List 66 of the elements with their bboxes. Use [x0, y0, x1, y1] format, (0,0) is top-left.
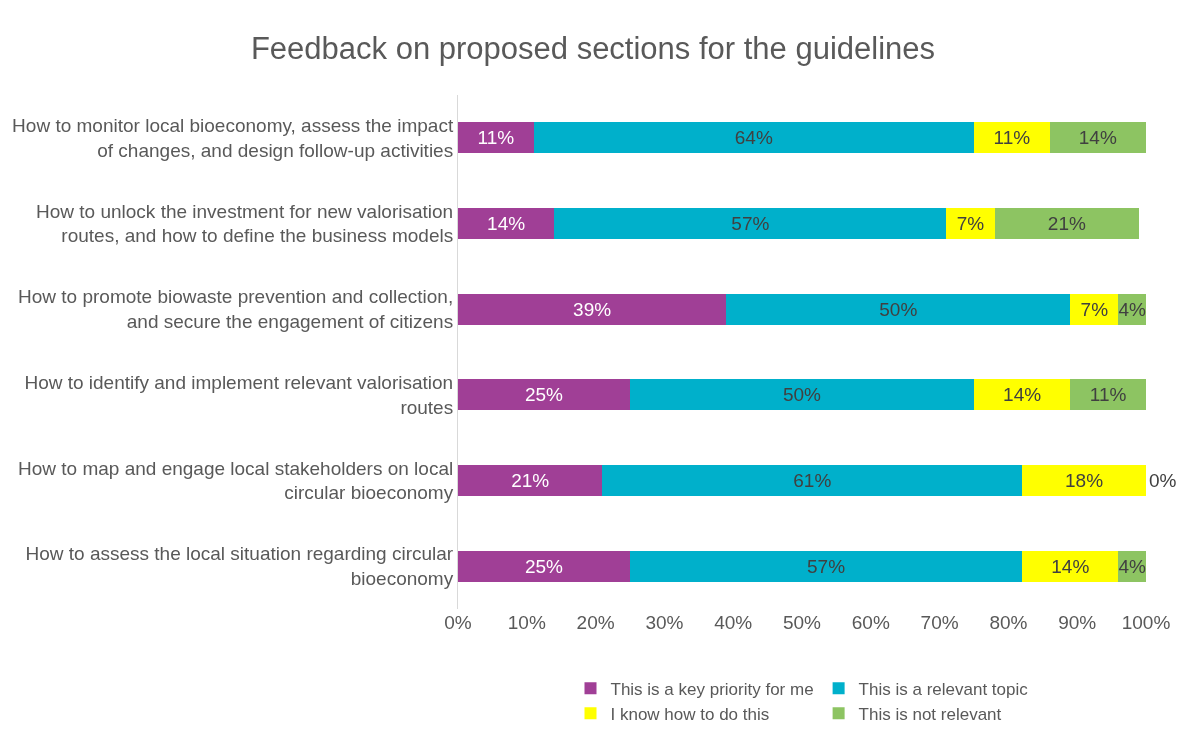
data-label: 50%: [782, 384, 822, 406]
bar: [458, 379, 630, 411]
x-tick-label: 10%: [507, 612, 546, 633]
data-label: 21%: [511, 470, 550, 491]
chart-title: Feedback on proposed sections for the guidelines: [250, 30, 936, 66]
bar: [1070, 379, 1146, 411]
bar: [630, 550, 1023, 582]
data-label: 7%: [956, 213, 985, 234]
bar: [458, 293, 727, 325]
y-tick-label: How to map and engage local stakeholders on local circular bioeconomy: [18, 457, 454, 504]
bar: [974, 122, 1050, 154]
data-label: 57%: [807, 555, 846, 577]
bar: [458, 208, 555, 239]
data-label: 25%: [524, 555, 564, 577]
y-tick-label: How to monitor local bioeconomy, assess the impact of changes, and design follow-up activities: [12, 115, 454, 161]
bar: [1049, 122, 1146, 154]
data-label: 11%: [993, 127, 1031, 149]
bar: [458, 465, 603, 496]
bar: [630, 379, 974, 411]
bar: [974, 379, 1071, 411]
y-tick-label: How to unlock the investment for new valorisation routes, and how to define the business models: [36, 200, 454, 247]
x-tick-label: 50%: [782, 612, 822, 633]
bar: [1022, 550, 1119, 582]
data-label: 14%: [1078, 127, 1117, 149]
data-label: 25%: [524, 384, 564, 406]
x-tick-label: 30%: [645, 612, 684, 633]
data-label: 39%: [573, 298, 612, 320]
data-label: 4%: [1118, 555, 1147, 577]
bar: [602, 465, 1023, 496]
data-label: 14%: [1051, 555, 1090, 577]
bar: [726, 293, 1071, 325]
y-tick-label: How to promote biowaste prevention and collection, and secure the engagement of citizens: [18, 286, 454, 333]
x-tick-label: 60%: [851, 612, 890, 633]
x-tick-label: 20%: [576, 612, 615, 633]
data-label: 50%: [879, 298, 918, 320]
data-label: 64%: [734, 127, 773, 149]
data-label: 21%: [1047, 213, 1086, 234]
bar: [946, 208, 995, 239]
data-label: 7%: [1080, 298, 1109, 320]
legend-label: This is not relevant: [858, 704, 1002, 724]
x-tick-label: 40%: [714, 612, 753, 633]
data-label: 61%: [793, 470, 832, 491]
bar: [458, 122, 534, 154]
data-label: 4%: [1118, 298, 1147, 320]
data-label: 18%: [1065, 470, 1104, 491]
x-tick-label: 70%: [920, 612, 959, 633]
data-label: 11%: [1089, 384, 1127, 406]
data-label: 57%: [731, 213, 770, 234]
x-tick-label: 80%: [989, 612, 1028, 633]
bar: [1022, 465, 1146, 496]
legend-label: I know how to do this: [610, 704, 770, 724]
bar: [533, 122, 974, 154]
bar: [554, 208, 947, 239]
data-label: 14%: [487, 213, 526, 234]
bar: [458, 550, 630, 582]
legend-label: This is a key priority for me: [610, 679, 814, 699]
x-tick-label: 0%: [444, 612, 472, 633]
y-tick-label: How to assess the local situation regarding circular bioeconomy: [25, 543, 454, 590]
bar: [994, 208, 1140, 239]
legend-label: This is a relevant topic: [858, 679, 1029, 699]
y-tick-label: How to identify and implement relevant valorisation routes: [24, 372, 454, 418]
x-tick-label: 100%: [1121, 612, 1171, 633]
data-label: 0%: [1149, 470, 1177, 491]
data-label: 14%: [1003, 384, 1042, 406]
x-tick-label: 90%: [1058, 612, 1097, 633]
data-label: 11%: [477, 127, 515, 149]
